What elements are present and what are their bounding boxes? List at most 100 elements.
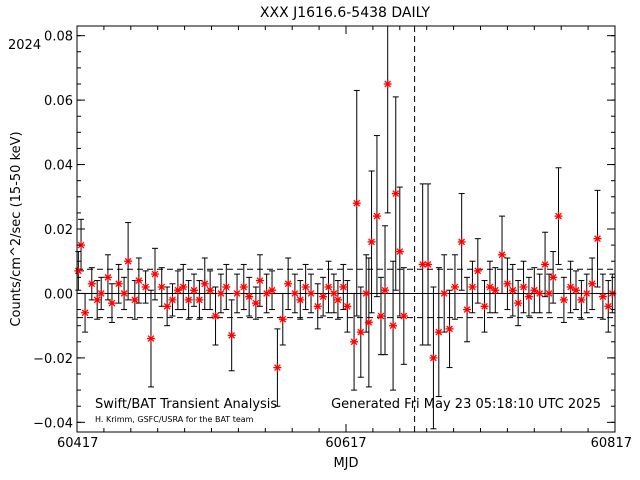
data-point-stroke (555, 212, 562, 220)
data-point (364, 318, 373, 327)
data-point-stroke (368, 238, 375, 246)
data-point (163, 302, 172, 311)
data-point-stroke (520, 283, 527, 291)
data-point (399, 312, 408, 320)
data-point (151, 270, 160, 279)
data-point-stroke (256, 277, 264, 284)
data-point (381, 286, 390, 295)
y-tick-label: 0.04 (44, 159, 73, 174)
footer-analysis-label: Swift/BAT Transient Analysis (95, 397, 277, 412)
data-point (391, 189, 400, 198)
data-point (179, 283, 188, 291)
data-point (530, 286, 539, 295)
data-point-stroke (263, 290, 271, 297)
data-point-stroke (481, 302, 488, 310)
data-point-stroke (549, 273, 557, 281)
data-point (195, 295, 204, 304)
footer-generated-label: Generated Fri May 23 05:18:10 UTC 2025 (331, 397, 601, 412)
data-point-stroke (217, 290, 225, 297)
data-point (81, 308, 90, 317)
data-point (296, 295, 305, 304)
data-point (372, 212, 381, 221)
data-point (508, 286, 517, 295)
data-point-stroke (396, 248, 404, 255)
data-point (389, 321, 398, 330)
data-point-stroke (384, 80, 392, 88)
data-point-stroke (108, 299, 116, 307)
data-point (329, 289, 338, 298)
data-point-stroke (504, 280, 511, 288)
data-point-stroke (430, 354, 437, 362)
data-point-stroke (314, 302, 322, 310)
data-point-stroke (567, 283, 574, 291)
data-point-stroke (362, 290, 370, 297)
data-point (457, 237, 466, 246)
data-point (429, 353, 438, 362)
x-tick-label: 60817 (591, 436, 632, 451)
data-point-stroke (339, 283, 347, 291)
data-point-stroke (424, 261, 432, 268)
data-point-stroke (381, 286, 389, 294)
data-point (319, 292, 328, 301)
data-point-stroke (88, 280, 96, 288)
data-point-stroke (228, 331, 236, 339)
data-point (339, 283, 348, 291)
data-point-stroke (120, 290, 128, 297)
data-point-stroke (284, 280, 292, 288)
data-point (290, 289, 299, 298)
data-point (514, 299, 523, 308)
data-point-stroke (400, 312, 408, 320)
year-label: 2024 (8, 38, 41, 53)
data-point (434, 328, 443, 337)
data-point (593, 234, 602, 243)
data-point-stroke (373, 212, 381, 220)
data-point-stroke (291, 290, 299, 297)
data-point (440, 289, 449, 298)
data-point-stroke (104, 273, 112, 281)
data-point (141, 283, 150, 291)
data-point-stroke (435, 328, 443, 336)
data-point-stroke (486, 283, 494, 291)
data-point (524, 292, 533, 301)
data-point (301, 283, 310, 291)
data-point-stroke (588, 280, 596, 288)
data-point (343, 302, 352, 311)
data-point-stroke (392, 190, 400, 197)
data-point (535, 289, 544, 298)
data-point-stroke (583, 290, 591, 297)
x-tick-label: 60617 (325, 436, 366, 451)
data-point-stroke (604, 302, 612, 310)
data-point (473, 266, 482, 275)
data-point (519, 283, 528, 291)
data-point (604, 302, 613, 311)
data-point-stroke (74, 267, 82, 275)
data-point (549, 273, 558, 282)
data-point (157, 283, 166, 291)
data-point (211, 312, 220, 320)
data-point-stroke (469, 283, 476, 291)
data-point-stroke (536, 290, 544, 297)
data-point (184, 295, 193, 304)
data-point (173, 286, 182, 295)
data-point (124, 257, 133, 266)
data-point-stroke (135, 277, 143, 284)
data-point-stroke (357, 328, 365, 336)
data-point (559, 295, 568, 304)
data-point-stroke (509, 286, 517, 294)
data-point (93, 295, 102, 304)
data-point (87, 279, 96, 288)
data-point-stroke (142, 283, 149, 291)
data-point (134, 276, 143, 285)
data-point (498, 250, 507, 259)
data-point-stroke (458, 238, 466, 246)
data-point-stroke (196, 296, 203, 304)
data-point (352, 199, 361, 208)
data-point (554, 212, 563, 221)
data-point (206, 286, 215, 295)
data-point (227, 331, 236, 340)
data-point-stroke (147, 335, 155, 342)
data-point-stroke (594, 235, 601, 243)
data-point-stroke (560, 296, 568, 304)
data-point (284, 279, 293, 288)
data-point (268, 286, 277, 295)
